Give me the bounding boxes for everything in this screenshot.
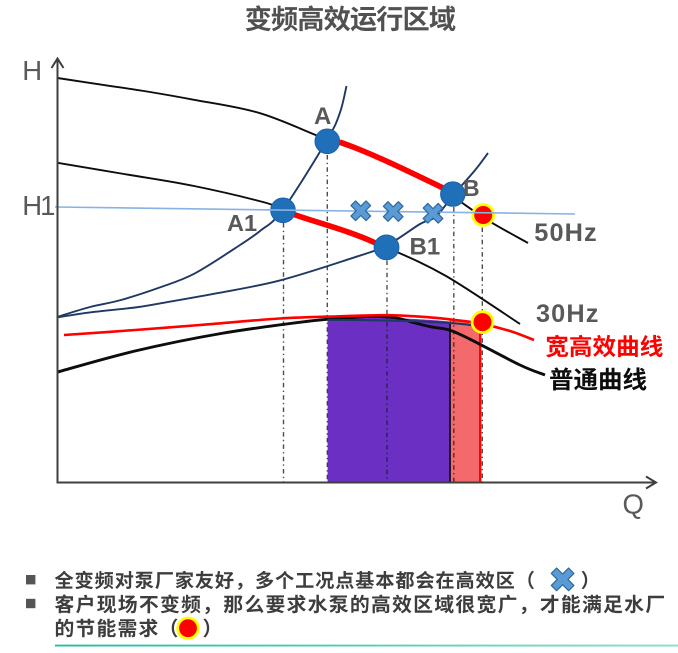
svg-text:H1: H1 <box>22 190 54 221</box>
svg-text:H: H <box>22 55 42 86</box>
svg-text:B1: B1 <box>410 234 441 261</box>
svg-text:B: B <box>463 175 480 201</box>
svg-text:A: A <box>314 103 331 130</box>
svg-text:Q: Q <box>623 489 644 520</box>
svg-text:50Hz: 50Hz <box>534 219 597 247</box>
svg-text:30Hz: 30Hz <box>536 300 599 328</box>
svg-text:A1: A1 <box>227 210 257 236</box>
